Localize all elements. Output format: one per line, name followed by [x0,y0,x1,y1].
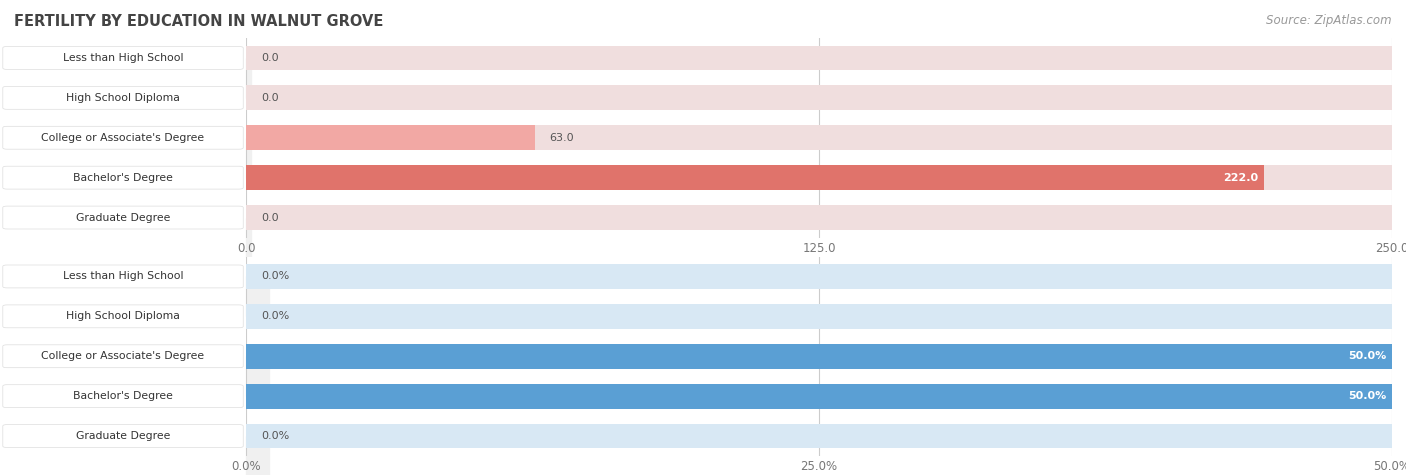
Bar [246,304,1392,329]
Bar [246,86,1392,110]
Text: College or Associate's Degree: College or Associate's Degree [41,133,205,143]
Text: Source: ZipAtlas.com: Source: ZipAtlas.com [1267,14,1392,27]
Text: 0.0: 0.0 [262,212,278,223]
Bar [246,125,1392,150]
Text: High School Diploma: High School Diploma [66,311,180,322]
Text: Less than High School: Less than High School [63,53,183,63]
Bar [246,424,1392,448]
Text: 222.0: 222.0 [1223,172,1258,183]
Bar [246,384,1392,408]
Bar [246,205,1392,230]
Bar [246,344,1392,369]
Text: Graduate Degree: Graduate Degree [76,431,170,441]
Bar [246,46,1392,70]
Bar [246,98,250,138]
Bar [246,178,250,218]
Text: 0.0: 0.0 [262,93,278,103]
Bar [246,165,1264,190]
Text: 0.0%: 0.0% [262,271,290,282]
Bar [246,138,250,178]
Bar [246,218,250,257]
Bar [246,436,269,475]
Bar [246,344,1392,369]
Bar [246,384,1392,408]
Text: College or Associate's Degree: College or Associate's Degree [41,351,205,361]
Bar [246,276,269,316]
Bar [246,316,269,356]
Text: Bachelor's Degree: Bachelor's Degree [73,391,173,401]
Bar [246,264,1392,289]
Text: 50.0%: 50.0% [1348,351,1386,361]
Text: High School Diploma: High School Diploma [66,93,180,103]
Bar [246,356,269,396]
Text: 0.0%: 0.0% [262,311,290,322]
Bar [246,125,534,150]
Text: 63.0: 63.0 [550,133,574,143]
Text: Less than High School: Less than High School [63,271,183,282]
Text: Graduate Degree: Graduate Degree [76,212,170,223]
Text: 50.0%: 50.0% [1348,391,1386,401]
Bar [246,396,269,436]
Text: 0.0: 0.0 [262,53,278,63]
Text: FERTILITY BY EDUCATION IN WALNUT GROVE: FERTILITY BY EDUCATION IN WALNUT GROVE [14,14,384,29]
Bar [246,165,1392,190]
Text: Bachelor's Degree: Bachelor's Degree [73,172,173,183]
Text: 0.0%: 0.0% [262,431,290,441]
Bar [246,58,250,98]
